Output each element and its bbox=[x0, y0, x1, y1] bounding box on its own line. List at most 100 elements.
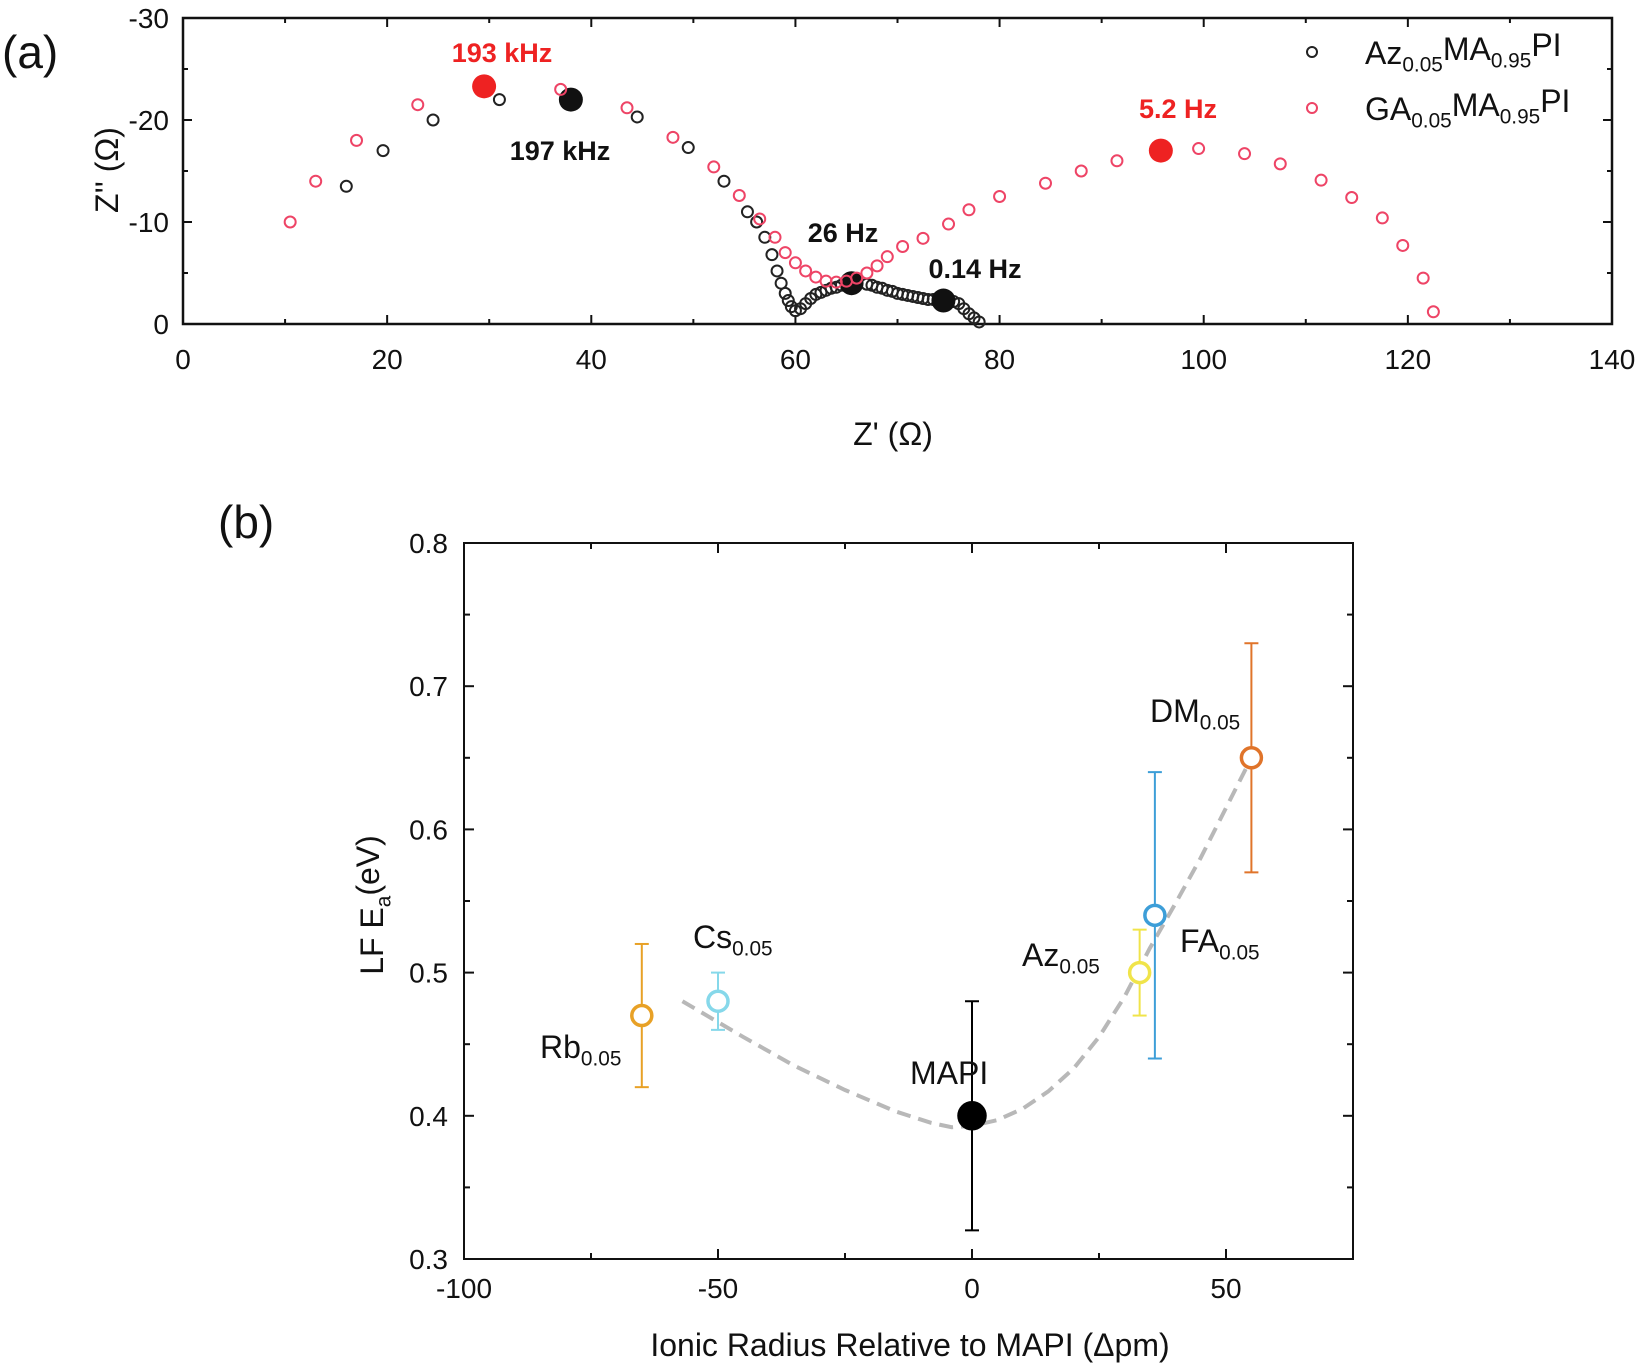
data-point bbox=[1416, 271, 1430, 285]
x-axis-label: Ionic Radius Relative to MAPI (Δpm) bbox=[650, 1327, 1169, 1363]
x-tick-label: 100 bbox=[1180, 344, 1227, 375]
y-tick-label: 0.3 bbox=[409, 1244, 448, 1275]
subscript: 0.05 bbox=[1402, 53, 1442, 76]
data-point bbox=[1192, 142, 1206, 156]
y-tick-label: 0 bbox=[153, 309, 169, 340]
subscript: 0.05 bbox=[1200, 711, 1240, 734]
y-axis-label: LF Ea(eV) bbox=[350, 835, 395, 975]
data-point bbox=[309, 174, 323, 188]
frequency-annotation: 26 Hz bbox=[808, 218, 879, 248]
data-point bbox=[630, 1003, 654, 1028]
frequency-annotation: 197 kHz bbox=[510, 136, 611, 166]
x-tick-label: 80 bbox=[984, 344, 1015, 375]
y-tick-label: 0.4 bbox=[409, 1101, 448, 1132]
x-tick-label: 120 bbox=[1384, 344, 1431, 375]
data-point bbox=[896, 239, 910, 253]
x-axis-label: Z' (Ω) bbox=[853, 416, 933, 452]
point-label: FA0.05 bbox=[1180, 923, 1260, 964]
text-run: Az bbox=[1365, 35, 1402, 71]
y-axis-label: Z'' (Ω) bbox=[89, 127, 125, 213]
subscript: 0.05 bbox=[1219, 941, 1259, 964]
data-point bbox=[283, 215, 297, 229]
text-run: (eV) bbox=[350, 835, 386, 895]
data-point bbox=[942, 217, 956, 231]
text-run: FA bbox=[1180, 923, 1220, 959]
y-tick-label: 0.7 bbox=[409, 671, 448, 702]
highlight-point bbox=[472, 74, 497, 99]
data-point bbox=[666, 130, 680, 144]
text-run: LF E bbox=[354, 907, 390, 975]
data-point bbox=[1314, 173, 1328, 187]
data-point bbox=[492, 93, 506, 107]
legend-label: GA0.05MA0.95PI bbox=[1365, 83, 1570, 132]
highlight-point bbox=[931, 288, 956, 313]
panel-label: (a) bbox=[2, 26, 58, 78]
point-label: Az0.05 bbox=[1022, 937, 1100, 978]
data-point bbox=[781, 294, 795, 308]
data-point bbox=[426, 113, 440, 127]
data-point bbox=[916, 231, 930, 245]
data-point bbox=[765, 248, 779, 262]
data-point bbox=[350, 133, 364, 147]
subscript: 0.05 bbox=[581, 1047, 621, 1070]
x-tick-label: 0 bbox=[175, 344, 191, 375]
subscript: 0.95 bbox=[1491, 49, 1531, 72]
x-tick-label: 50 bbox=[1210, 1273, 1241, 1304]
data-point bbox=[957, 1101, 987, 1131]
point-label: Cs0.05 bbox=[693, 919, 773, 960]
legend-label: Az0.05MA0.95PI bbox=[1365, 27, 1562, 76]
point-label: MAPI bbox=[910, 1055, 988, 1091]
x-tick-label: -50 bbox=[698, 1273, 738, 1304]
data-point bbox=[870, 259, 884, 273]
text-run: MA bbox=[1443, 31, 1492, 67]
text-run: DM bbox=[1150, 693, 1200, 729]
data-point bbox=[681, 141, 695, 155]
y-tick-label: 0.8 bbox=[409, 528, 448, 559]
subscript: 0.05 bbox=[1411, 109, 1451, 132]
text-run: Rb bbox=[540, 1029, 581, 1065]
data-point bbox=[1127, 960, 1152, 985]
data-point bbox=[1238, 147, 1252, 161]
y-tick-label: -20 bbox=[129, 105, 169, 136]
data-point bbox=[784, 300, 798, 314]
plot-b-frame bbox=[463, 542, 1354, 1260]
data-point bbox=[850, 271, 864, 285]
data-point bbox=[860, 266, 874, 280]
data-point bbox=[1345, 191, 1359, 205]
data-point bbox=[1110, 154, 1124, 168]
text-run: PI bbox=[1540, 83, 1570, 119]
data-point bbox=[620, 101, 634, 115]
data-point bbox=[1039, 176, 1053, 190]
frequency-annotation: 0.14 Hz bbox=[928, 254, 1021, 284]
x-tick-label: 140 bbox=[1589, 344, 1636, 375]
data-point bbox=[962, 203, 976, 217]
y-tick-label: 0.5 bbox=[409, 958, 448, 989]
subscript: 0.05 bbox=[732, 937, 772, 960]
subscript: 0.95 bbox=[1500, 105, 1540, 128]
data-point bbox=[1396, 238, 1410, 252]
y-tick-label: 0.6 bbox=[409, 814, 448, 845]
data-point bbox=[411, 98, 425, 112]
legend-marker bbox=[1306, 46, 1318, 58]
data-point bbox=[1273, 157, 1287, 171]
x-tick-label: -100 bbox=[436, 1273, 492, 1304]
data-point bbox=[1239, 746, 1264, 770]
legend-marker bbox=[1306, 102, 1318, 114]
subscript: 0.05 bbox=[1059, 955, 1099, 978]
text-run: GA bbox=[1365, 91, 1412, 127]
data-point bbox=[376, 144, 390, 158]
panel-label: (b) bbox=[218, 496, 274, 548]
data-point bbox=[706, 989, 730, 1013]
x-tick-label: 60 bbox=[780, 344, 811, 375]
text-run: PI bbox=[1531, 27, 1561, 63]
x-tick-label: 0 bbox=[964, 1273, 980, 1304]
data-point bbox=[1074, 164, 1088, 178]
data-point bbox=[717, 174, 731, 188]
data-point bbox=[1426, 305, 1440, 319]
data-point bbox=[778, 286, 792, 300]
x-tick-label: 40 bbox=[576, 344, 607, 375]
data-point bbox=[750, 215, 764, 229]
data-point bbox=[740, 205, 754, 219]
text-run: MA bbox=[1452, 87, 1501, 123]
